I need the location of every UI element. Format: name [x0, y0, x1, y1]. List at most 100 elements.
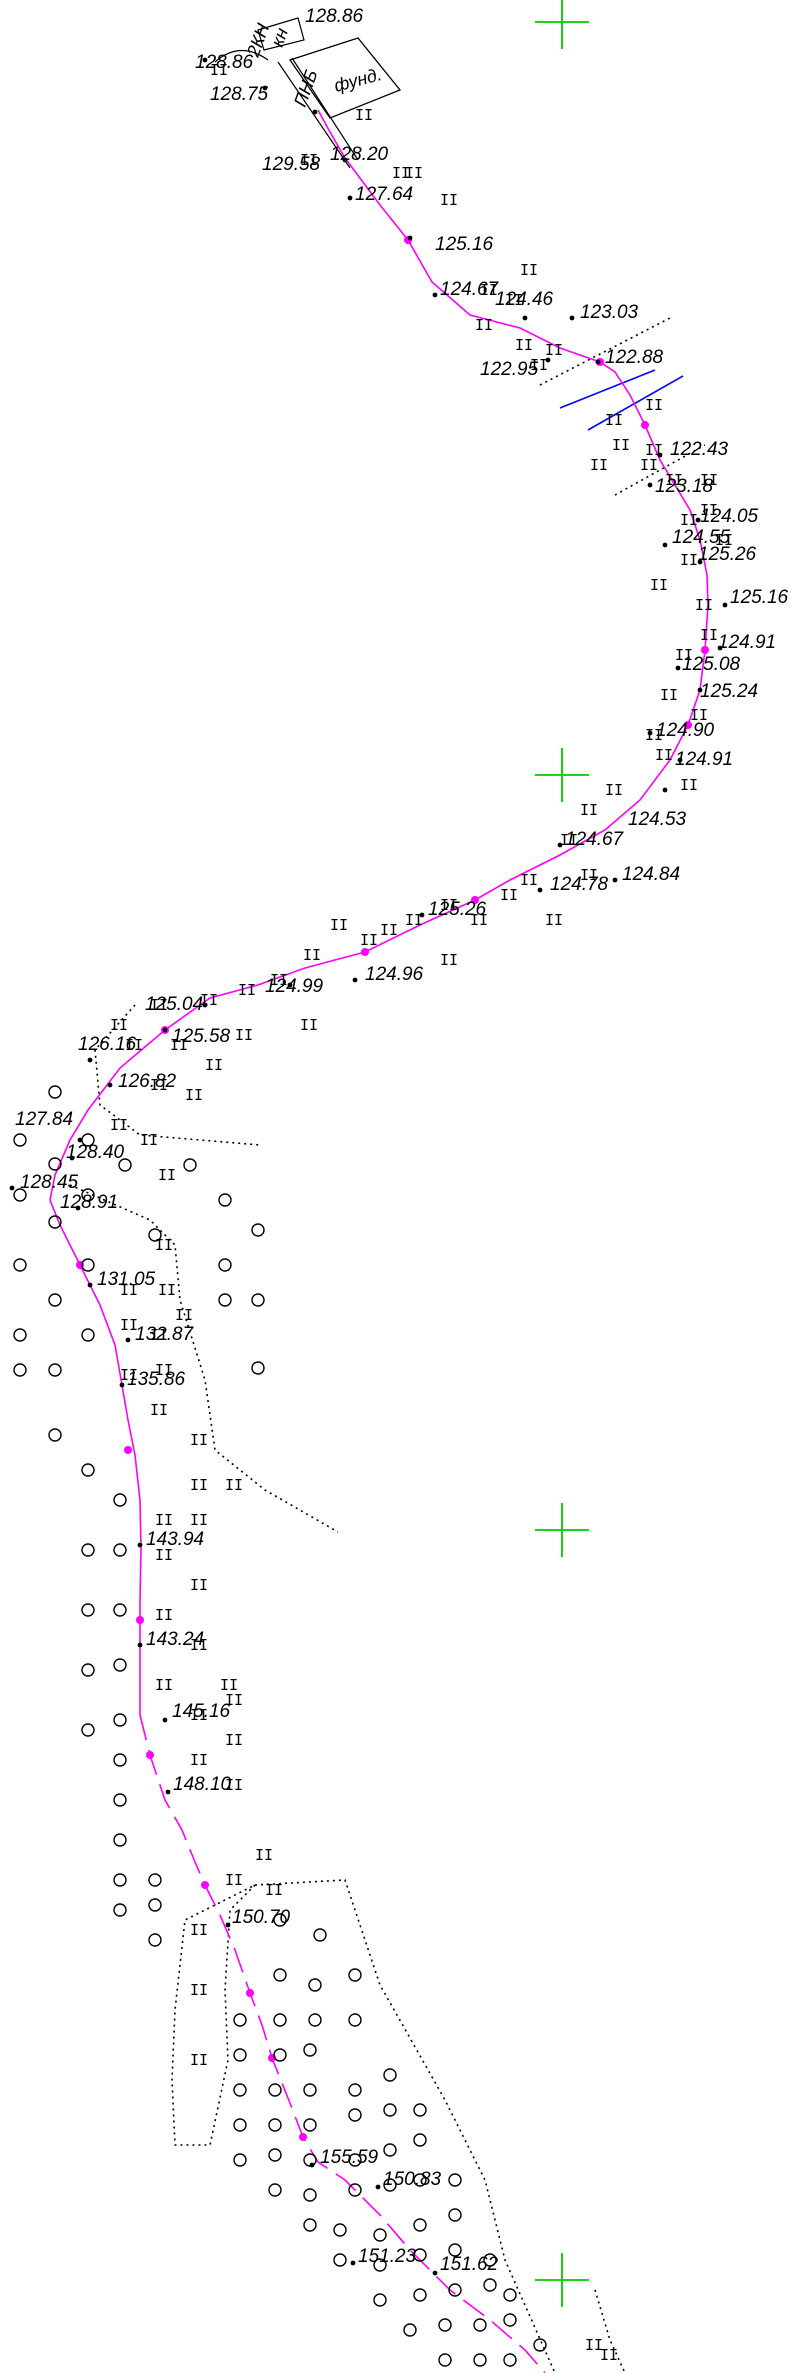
tree-symbol	[183, 1158, 197, 1172]
elevation-label: 125.04	[145, 994, 203, 1015]
tick-mark: II	[612, 436, 630, 454]
route-vertex	[136, 1616, 144, 1624]
tree-symbol	[218, 1193, 232, 1207]
elevation-label: 125.16	[435, 234, 494, 255]
tree-symbol	[148, 1933, 162, 1947]
elevation-label: 122.95	[480, 359, 539, 380]
small-tag-label: ПНБ	[290, 67, 322, 110]
tree-symbol	[413, 2173, 427, 2187]
tree-symbol	[13, 1363, 27, 1377]
tick-mark: II	[580, 801, 598, 819]
elevation-point	[119, 1382, 125, 1388]
tick-mark: II	[665, 471, 683, 489]
elevation-label: 135.86	[127, 1369, 186, 1390]
tree-symbol	[273, 1913, 287, 1927]
elevation-label: 122.88	[605, 347, 664, 368]
tree-symbol	[348, 2153, 362, 2167]
tick-mark: II	[120, 1366, 138, 1384]
tree-symbol	[118, 1158, 132, 1172]
elevation-point	[657, 452, 663, 458]
tree-symbol	[383, 2068, 397, 2082]
elevation-point	[697, 687, 703, 693]
tree-symbol	[113, 1873, 127, 1887]
elevation-label: 128.75	[210, 84, 269, 105]
tick-mark: II	[235, 1026, 253, 1044]
tree-symbol	[251, 1223, 265, 1237]
tick-mark: II	[225, 1476, 243, 1494]
tick-mark: II	[380, 921, 398, 939]
elevation-point	[309, 2162, 315, 2168]
elevation-label: 145.16	[172, 1701, 231, 1722]
tree-symbol	[81, 1258, 95, 1272]
tick-mark: II	[190, 1511, 208, 1529]
tick-mark: II	[475, 316, 493, 334]
tree-symbol	[448, 2283, 462, 2297]
elevation-point	[107, 1082, 113, 1088]
elevation-point	[697, 559, 703, 565]
elevation-labels: 128.86 128.86 128.75 129.58 128.20 127.64 125.…	[15, 6, 789, 2275]
route-vertex	[684, 721, 692, 729]
tick-mark: II	[225, 1871, 243, 1889]
boundary-lines	[69, 317, 706, 2373]
tree-symbol	[233, 2118, 247, 2132]
tree-symbol	[373, 2258, 387, 2272]
elevation-label: 128.45	[20, 1172, 79, 1193]
elevation-label: 125.26	[428, 899, 487, 920]
tree-symbol	[148, 1228, 162, 1242]
tick-mark: II	[655, 746, 673, 764]
elevation-label: 127.64	[355, 184, 413, 205]
elevation-label: 125.24	[700, 681, 758, 702]
tree-symbol	[473, 2318, 487, 2332]
tree-symbol	[148, 1898, 162, 1912]
tick-mark: II	[238, 981, 256, 999]
elevation-point	[312, 109, 318, 115]
tree-symbol	[48, 1363, 62, 1377]
tree-symbol	[48, 1428, 62, 1442]
tick-mark: II	[190, 1981, 208, 1999]
elevation-point	[662, 787, 668, 793]
tree-symbol	[413, 2133, 427, 2147]
elevation-label: 124.78	[550, 874, 609, 895]
tick-mark: II	[190, 1636, 208, 1654]
tick-mark: II	[120, 1281, 138, 1299]
elevation-point	[717, 645, 723, 651]
tree-symbol	[448, 2243, 462, 2257]
elevation-point	[419, 912, 425, 918]
elevation-label: 124.99	[265, 976, 324, 997]
elevation-label: 128.86	[195, 52, 254, 73]
tick-mark: II	[255, 1846, 273, 1864]
tree-symbol	[268, 2118, 282, 2132]
tick-mark: II	[190, 2051, 208, 2069]
elevation-point	[342, 157, 348, 163]
tick-mark: II	[110, 1016, 128, 1034]
tick-mark: II	[150, 1076, 168, 1094]
tree-symbol	[218, 1258, 232, 1272]
tick-mark: II	[645, 396, 663, 414]
tree-symbol	[113, 1753, 127, 1767]
elevation-label: 125.26	[698, 544, 757, 565]
elevation-point	[87, 1282, 93, 1288]
tick-mark: II	[520, 261, 538, 279]
tree-symbol	[413, 2218, 427, 2232]
tree-symbol	[333, 2223, 347, 2237]
tick-mark: II	[155, 1676, 173, 1694]
tree-symbol	[233, 2048, 247, 2062]
elevation-label: 132.87	[135, 1324, 195, 1345]
tick-mark: II	[190, 1751, 208, 1769]
elevation-label: 124.05	[700, 506, 759, 527]
tree-symbol	[413, 2248, 427, 2262]
elevation-point	[432, 292, 438, 298]
elevation-label: 129.58	[262, 154, 321, 175]
tick-mark: II	[515, 336, 533, 354]
tree-symbol	[81, 1543, 95, 1557]
vegetation-symbols	[13, 1085, 547, 2367]
elevation-point	[677, 757, 683, 763]
elevation-point	[350, 2260, 356, 2266]
tree-symbol	[348, 2013, 362, 2027]
tree-symbol	[303, 2218, 317, 2232]
elevation-label: 123.18	[655, 476, 714, 497]
tick-mark: II	[175, 1306, 193, 1324]
elevation-label: 122.43	[670, 439, 729, 460]
tree-symbol	[308, 1978, 322, 1992]
tree-symbol	[303, 2043, 317, 2057]
